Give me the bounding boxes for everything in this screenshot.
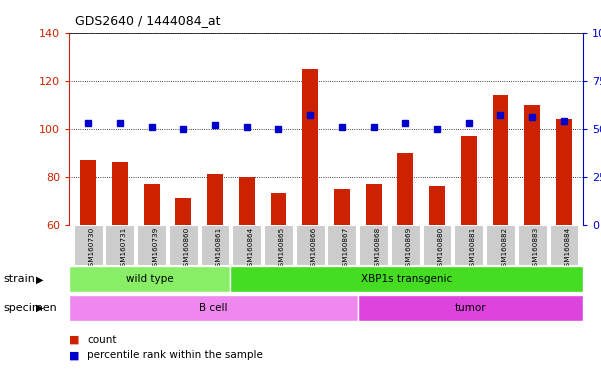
Bar <box>74 225 103 265</box>
Bar <box>105 225 134 265</box>
Text: wild type: wild type <box>126 274 173 285</box>
Text: B cell: B cell <box>200 303 228 313</box>
Text: ▶: ▶ <box>36 274 43 285</box>
Text: GSM160868: GSM160868 <box>374 227 380 271</box>
Bar <box>334 189 350 225</box>
Bar <box>429 186 445 225</box>
Bar <box>207 174 223 225</box>
Text: GSM160869: GSM160869 <box>406 227 412 271</box>
Text: GSM160882: GSM160882 <box>501 227 507 271</box>
Bar <box>397 152 413 225</box>
Text: GSM160860: GSM160860 <box>184 227 190 271</box>
Bar <box>169 225 198 265</box>
Text: GSM160731: GSM160731 <box>121 227 126 271</box>
Text: GDS2640 / 1444084_at: GDS2640 / 1444084_at <box>75 14 221 27</box>
Text: GSM160884: GSM160884 <box>564 227 570 271</box>
Text: XBP1s transgenic: XBP1s transgenic <box>361 274 452 285</box>
Bar <box>296 225 325 265</box>
Text: specimen: specimen <box>3 303 56 313</box>
Bar <box>302 69 318 225</box>
Bar <box>270 194 287 225</box>
Bar <box>493 95 508 225</box>
Bar <box>391 225 419 265</box>
Bar <box>137 225 166 265</box>
Bar <box>175 198 191 225</box>
Bar <box>365 184 382 225</box>
Bar <box>144 184 159 225</box>
Text: GSM160867: GSM160867 <box>343 227 349 271</box>
Text: GSM160730: GSM160730 <box>89 227 95 271</box>
Text: GSM160864: GSM160864 <box>248 227 254 271</box>
Bar <box>201 225 230 265</box>
Bar <box>239 177 255 225</box>
Bar <box>69 295 358 321</box>
Bar <box>233 225 261 265</box>
Text: GSM160861: GSM160861 <box>216 227 222 271</box>
Bar <box>518 225 547 265</box>
Bar <box>80 160 96 225</box>
Bar <box>423 225 451 265</box>
Bar <box>264 225 293 265</box>
Text: strain: strain <box>3 274 35 285</box>
Text: ▶: ▶ <box>36 303 43 313</box>
Bar <box>328 225 356 265</box>
Bar <box>486 225 515 265</box>
Text: GSM160881: GSM160881 <box>469 227 475 271</box>
Text: GSM160883: GSM160883 <box>533 227 539 271</box>
Bar <box>69 266 230 292</box>
Bar <box>556 119 572 225</box>
Text: count: count <box>87 335 117 345</box>
Text: GSM160866: GSM160866 <box>311 227 317 271</box>
Bar <box>112 162 128 225</box>
Bar <box>524 104 540 225</box>
Text: percentile rank within the sample: percentile rank within the sample <box>87 350 263 360</box>
Bar <box>454 225 483 265</box>
Text: tumor: tumor <box>455 303 486 313</box>
Text: GSM160865: GSM160865 <box>279 227 285 271</box>
Bar <box>230 266 583 292</box>
Text: GSM160880: GSM160880 <box>438 227 444 271</box>
Bar <box>549 225 578 265</box>
Text: GSM160739: GSM160739 <box>152 227 158 271</box>
Text: ■: ■ <box>69 335 79 345</box>
Text: ■: ■ <box>69 350 79 360</box>
Bar <box>461 136 477 225</box>
Bar <box>359 225 388 265</box>
Bar <box>358 295 583 321</box>
